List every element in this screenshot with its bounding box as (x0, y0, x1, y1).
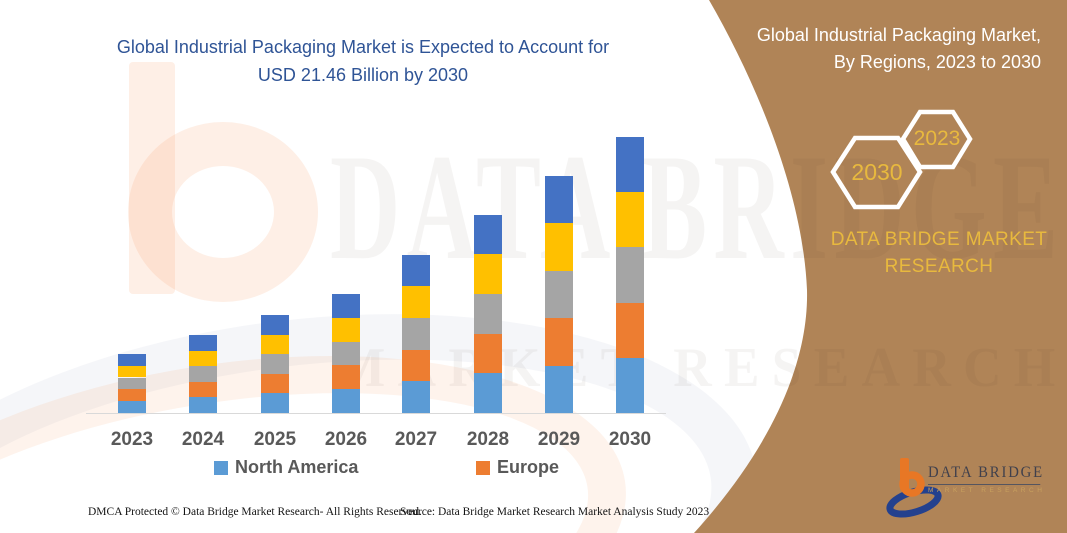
chart-title-line2: USD 21.46 Billion by 2030 (257, 65, 469, 85)
bar-2029-segment-unlabeled-region-gray (545, 270, 573, 319)
bar-2028-segment-unlabeled-region-gray (474, 294, 502, 334)
legend-swatch-icon (214, 460, 228, 475)
side-panel-title: Global Industrial Packaging Market, By R… (711, 22, 1041, 76)
bar-2030-segment-unlabeled-region-dark-blue (616, 136, 644, 193)
bar-2027-segment-north-america (402, 381, 430, 413)
bar-2023-segment-unlabeled-region-dark-blue (118, 353, 146, 366)
bar-2023-segment-europe (118, 389, 146, 402)
legend-label: Europe (497, 457, 560, 477)
bar-2029-segment-unlabeled-region-yellow (545, 223, 573, 271)
bar-2024-segment-unlabeled-region-gray (189, 366, 217, 382)
bar-2028-segment-north-america (474, 373, 502, 413)
x-axis-label-2030: 2030 (608, 429, 652, 450)
bar-2030-segment-unlabeled-region-gray (616, 247, 644, 303)
company-logo-subtitle: MARKET RESEARCH (928, 487, 1046, 494)
bar-2026-segment-europe (332, 365, 360, 390)
bar-2024-segment-europe (189, 381, 217, 398)
x-axis-label-2026: 2026 (324, 429, 368, 450)
hexagon-year-2030: 2030 (851, 159, 903, 185)
bar-2026-segment-unlabeled-region-gray (332, 341, 360, 366)
bar-2029-segment-unlabeled-region-dark-blue (545, 175, 573, 224)
x-axis-label-2028: 2028 (466, 429, 510, 450)
x-axis-label-2027: 2027 (394, 429, 438, 450)
company-logo: DATA BRIDGE MARKET RESEARCH (884, 450, 1054, 520)
x-axis-label-2024: 2024 (181, 429, 225, 450)
bar-2025-segment-unlabeled-region-dark-blue (261, 315, 289, 335)
hexagons-graphic (830, 109, 973, 210)
bar-2028-segment-unlabeled-region-dark-blue (474, 214, 502, 255)
dmca-notice: DMCA Protected © Data Bridge Market Rese… (88, 506, 422, 518)
chart-title-line1: Global Industrial Packaging Market is Ex… (116, 37, 610, 57)
bar-2025-segment-unlabeled-region-gray (261, 354, 289, 374)
bar-2026-segment-unlabeled-region-yellow (332, 317, 360, 342)
source-notice: Source: Data Bridge Market Research Mark… (400, 506, 710, 518)
company-logo-name: DATA BRIDGE (928, 464, 1042, 485)
x-axis-line (86, 413, 666, 414)
bar-2028-segment-unlabeled-region-yellow (474, 254, 502, 295)
bar-2023-segment-unlabeled-region-gray (118, 377, 146, 390)
bar-2023-segment-north-america (118, 401, 146, 413)
brand-name-line2: RESEARCH (884, 256, 994, 277)
x-axis-label-2029: 2029 (537, 429, 581, 450)
chart-title: Global Industrial Packaging Market is Ex… (78, 33, 648, 89)
bar-2026-segment-north-america (332, 389, 360, 413)
side-panel-title-line2: By Regions, 2023 to 2030 (833, 52, 1041, 72)
bar-2024-segment-unlabeled-region-dark-blue (189, 335, 217, 351)
company-logo-b-icon (886, 458, 942, 518)
legend-label: North America (235, 457, 359, 477)
bar-2028-segment-europe (474, 333, 502, 374)
bar-2025-segment-north-america (261, 393, 289, 413)
hexagon-2030-outline (830, 135, 923, 210)
hexagon-2023-outline (900, 109, 973, 170)
bar-2027-segment-unlabeled-region-gray (402, 318, 430, 350)
x-axis-label-2025: 2025 (253, 429, 297, 450)
legend-item-europe: Europe (476, 457, 559, 478)
bar-2030-segment-unlabeled-region-yellow (616, 192, 644, 248)
legend-swatch-icon (476, 460, 490, 475)
bar-2027-segment-unlabeled-region-yellow (402, 286, 430, 319)
bar-2027-segment-europe (402, 349, 430, 382)
bar-2029-segment-europe (545, 318, 573, 366)
bar-2025-segment-europe (261, 373, 289, 394)
bar-2029-segment-north-america (545, 365, 573, 413)
x-axis-label-2023: 2023 (110, 429, 154, 450)
bar-2030-segment-europe (616, 302, 644, 358)
hexagon-year-2023: 2023 (913, 127, 961, 150)
bar-2024-segment-north-america (189, 397, 217, 413)
bar-2026-segment-unlabeled-region-dark-blue (332, 293, 360, 318)
bar-2024-segment-unlabeled-region-yellow (189, 350, 217, 367)
brand-name: DATA BRIDGE MARKET RESEARCH (826, 226, 1052, 280)
bar-2023-segment-unlabeled-region-yellow (118, 365, 146, 378)
bar-2030-segment-north-america (616, 357, 644, 413)
bar-2027-segment-unlabeled-region-dark-blue (402, 254, 430, 287)
legend-item-north-america: North America (214, 457, 358, 478)
bar-2025-segment-unlabeled-region-yellow (261, 334, 289, 355)
side-panel-title-line1: Global Industrial Packaging Market, (756, 25, 1041, 45)
brand-name-line1: DATA BRIDGE MARKET (830, 229, 1048, 250)
